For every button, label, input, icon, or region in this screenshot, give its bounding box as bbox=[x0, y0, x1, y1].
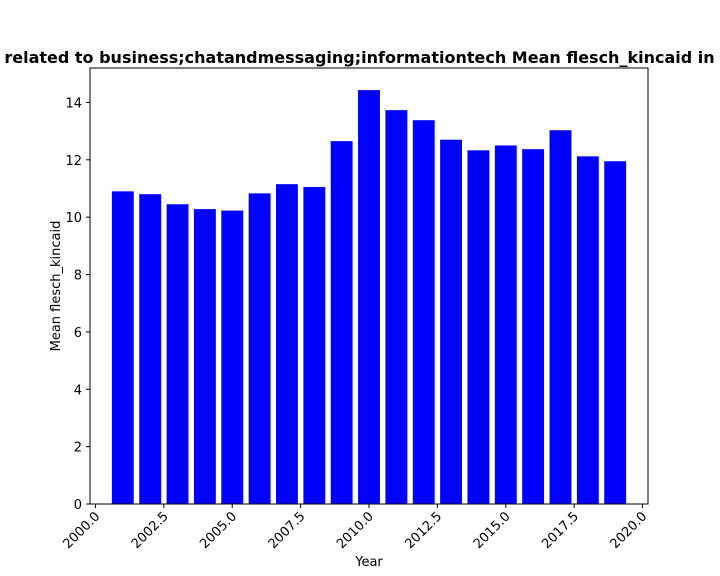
y-axis: 0 2 4 6 8 10 12 14 bbox=[65, 96, 90, 513]
bar-2011 bbox=[385, 110, 408, 505]
y-tick-label: 14 bbox=[65, 96, 82, 111]
bar-2005 bbox=[221, 210, 244, 504]
y-tick-label: 2 bbox=[74, 441, 82, 456]
bar-2016 bbox=[522, 149, 545, 504]
x-tick-label: 2020.0 bbox=[608, 509, 651, 552]
bar-2019 bbox=[604, 161, 627, 504]
bar-2012 bbox=[412, 120, 435, 504]
y-tick-label: 10 bbox=[65, 211, 82, 226]
x-tick-label: 2000.0 bbox=[61, 509, 104, 552]
y-tick-label: 0 bbox=[74, 498, 82, 513]
bar-2006 bbox=[248, 193, 271, 504]
x-tick-label: 2005.0 bbox=[197, 509, 240, 552]
y-tick-label: 6 bbox=[74, 326, 82, 341]
bar-2004 bbox=[193, 209, 216, 504]
x-axis: 2000.0 2002.5 2005.0 2007.5 2010.0 2012.5 2015… bbox=[61, 504, 651, 552]
y-axis-label: Mean flesch_kincaid bbox=[49, 221, 64, 352]
bar-2015 bbox=[494, 145, 517, 504]
x-tick-label: 2012.5 bbox=[402, 509, 445, 552]
x-tick-label: 2007.5 bbox=[266, 509, 309, 552]
bar-2017 bbox=[549, 130, 572, 504]
chart-title: related to business;chatandmessaging;inf… bbox=[4, 48, 720, 67]
x-tick-label: 2002.5 bbox=[129, 509, 172, 552]
bar-2010 bbox=[358, 90, 380, 504]
x-tick-label: 2017.5 bbox=[539, 509, 582, 552]
bar-2009 bbox=[330, 141, 353, 505]
x-axis-label: Year bbox=[354, 555, 383, 570]
bar-2001 bbox=[111, 191, 134, 504]
bar-2008 bbox=[303, 187, 326, 504]
bar-2007 bbox=[276, 184, 298, 504]
x-tick-label: 2010.0 bbox=[334, 509, 377, 552]
bar-2013 bbox=[440, 139, 462, 505]
bar-2003 bbox=[166, 204, 189, 504]
y-tick-label: 8 bbox=[74, 269, 82, 284]
bar-2014 bbox=[467, 150, 490, 505]
y-tick-label: 12 bbox=[65, 154, 82, 169]
x-tick-label: 2015.0 bbox=[471, 509, 514, 552]
bars-group bbox=[111, 90, 627, 505]
bar-2018 bbox=[576, 156, 599, 505]
y-tick-label: 4 bbox=[74, 383, 82, 398]
bar-2002 bbox=[139, 194, 162, 505]
